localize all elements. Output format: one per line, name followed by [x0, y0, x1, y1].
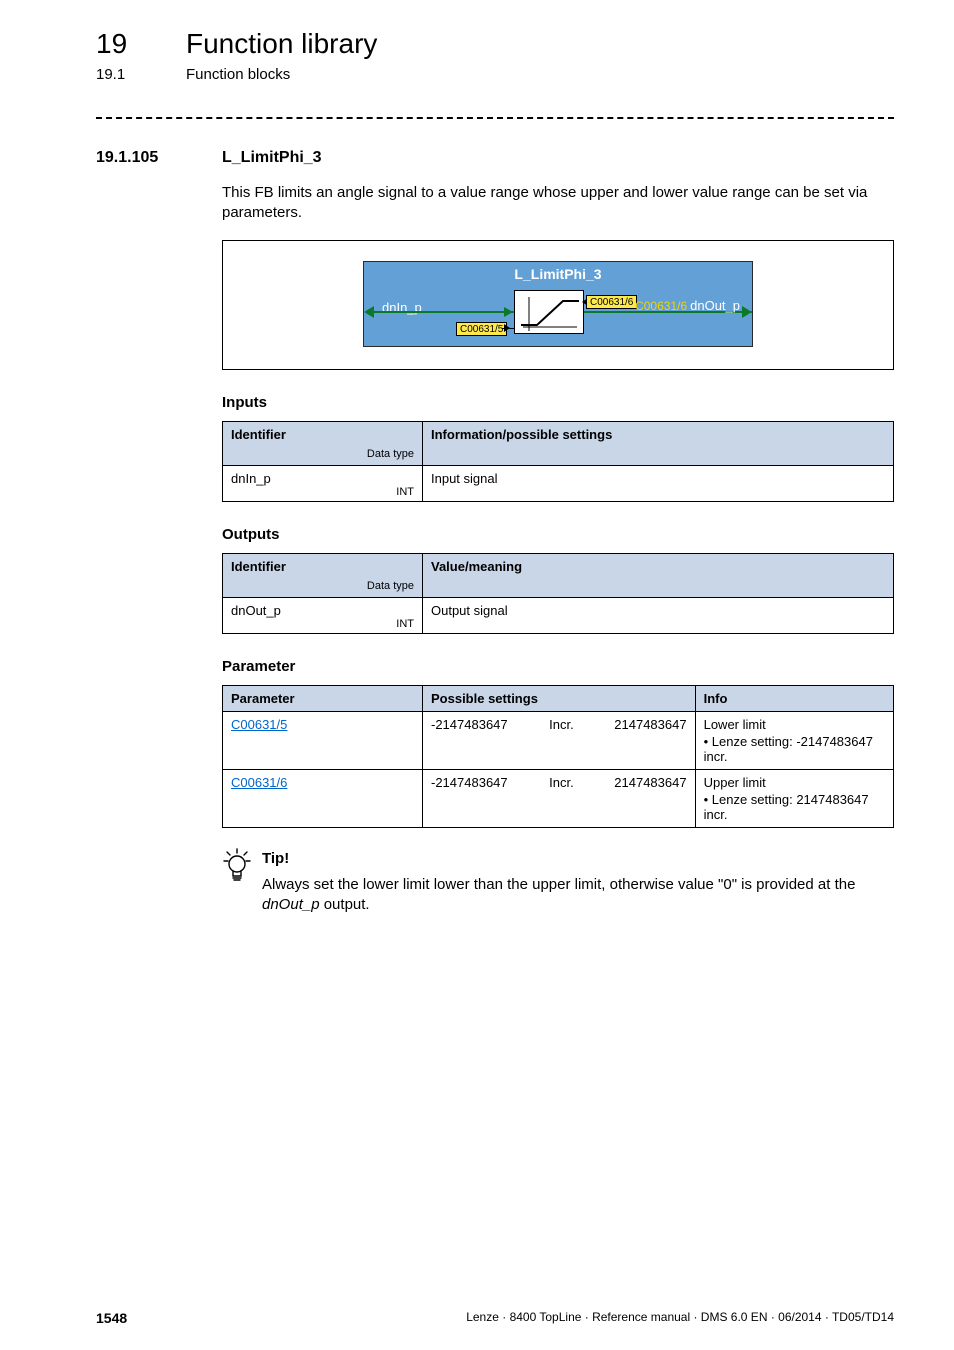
col-datatype-label: Data type [231, 580, 414, 592]
table-row: C00631/6 -2147483647 Incr. 2147483647 Up… [223, 769, 894, 827]
cell-max: 2147483647 [586, 711, 695, 769]
inputs-heading: Inputs [222, 394, 894, 411]
page-footer: 1548 Lenze · 8400 TopLine · Reference ma… [96, 1310, 894, 1326]
chapter-line: 19 Function library [96, 28, 954, 60]
section-title: Function blocks [186, 66, 290, 83]
tip-text-post: output. [320, 896, 370, 913]
cell-min: -2147483647 [423, 711, 537, 769]
parameter-heading: Parameter [222, 658, 894, 675]
col-info: Information/possible settings [423, 421, 894, 465]
block-diagram: L_LimitPhi_3 dnIn_p C00631/6 [363, 261, 753, 347]
table-header-row: Identifier Data type Information/possibl… [223, 421, 894, 465]
footer-text: Lenze · 8400 TopLine · Reference manual … [466, 1310, 894, 1326]
lightbulb-icon [222, 848, 252, 889]
heading-3-number: 19.1.105 [96, 149, 222, 167]
col-parameter: Parameter [223, 685, 423, 711]
table-header-row: Identifier Data type Value/meaning [223, 553, 894, 597]
cell-info: Upper limit • Lenze setting: 2147483647 … [695, 769, 893, 827]
col-identifier: Identifier Data type [223, 421, 423, 465]
table-row: dnIn_p INT Input signal [223, 465, 894, 501]
col-info: Info [695, 685, 893, 711]
info-title: Upper limit [704, 775, 766, 790]
diagram-title: L_LimitPhi_3 [514, 266, 601, 282]
heading-3-title: L_LimitPhi_3 [222, 149, 322, 167]
tip-body: Tip! Always set the lower limit lower th… [262, 850, 894, 916]
param-pill-upper: C00631/6 [586, 295, 637, 309]
cell-info: Input signal [423, 465, 894, 501]
identifier-datatype: INT [223, 618, 422, 633]
diagram-output: C00631/6dnOut_p [635, 298, 740, 313]
info-sub: • Lenze setting: -2147483647 incr. [704, 734, 885, 764]
col-identifier-label: Identifier [231, 427, 414, 442]
param-pill-lower: C00631/5 [456, 322, 507, 336]
page-header: 19 Function library 19.1 Function blocks [0, 0, 954, 83]
col-datatype-label: Data type [231, 448, 414, 460]
identifier-name: dnOut_p [223, 598, 422, 618]
arrow-right-small-icon [504, 324, 510, 332]
arrow-left-icon [364, 306, 374, 318]
diagram-frame: L_LimitPhi_3 dnIn_p C00631/6 [222, 240, 894, 370]
cell-identifier: dnOut_p INT [223, 597, 423, 633]
info-sub: • Lenze setting: 2147483647 incr. [704, 792, 885, 822]
page-number: 1548 [96, 1310, 127, 1326]
arrow-into-box-icon [504, 307, 513, 317]
tip-text: Always set the lower limit lower than th… [262, 875, 894, 916]
col-identifier: Identifier Data type [223, 553, 423, 597]
col-info: Value/meaning [423, 553, 894, 597]
table-header-row: Parameter Possible settings Info [223, 685, 894, 711]
table-row: C00631/5 -2147483647 Incr. 2147483647 Lo… [223, 711, 894, 769]
identifier-name: dnIn_p [223, 466, 422, 486]
dashed-rule [96, 117, 894, 119]
cell-info: Output signal [423, 597, 894, 633]
tip-text-pre: Always set the lower limit lower than th… [262, 876, 855, 893]
tip-text-ital: dnOut_p [262, 896, 320, 913]
tip-title: Tip! [262, 850, 894, 867]
tip-block: Tip! Always set the lower limit lower th… [222, 850, 894, 916]
param-link[interactable]: C00631/6 [231, 775, 287, 790]
content: 19.1.105 L_LimitPhi_3 This FB limits an … [0, 149, 954, 915]
parameter-table: Parameter Possible settings Info C00631/… [222, 685, 894, 828]
identifier-datatype: INT [223, 486, 422, 501]
cell-step: Incr. [537, 711, 587, 769]
diagram-output-label: dnOut_p [690, 298, 740, 313]
outputs-table: Identifier Data type Value/meaning dnOut… [222, 553, 894, 634]
cell-parameter: C00631/6 [223, 769, 423, 827]
cell-step: Incr. [537, 769, 587, 827]
intro-paragraph: This FB limits an angle signal to a valu… [222, 183, 894, 224]
cell-min: -2147483647 [423, 769, 537, 827]
arrow-right-icon [742, 306, 752, 318]
wire-in [374, 311, 514, 313]
page: 19 Function library 19.1 Function blocks… [0, 0, 954, 1350]
info-title: Lower limit [704, 717, 766, 732]
section-number: 19.1 [96, 66, 186, 83]
col-possible-settings: Possible settings [423, 685, 696, 711]
col-identifier-label: Identifier [231, 559, 414, 574]
cell-identifier: dnIn_p INT [223, 465, 423, 501]
chapter-number: 19 [96, 28, 186, 60]
table-row: dnOut_p INT Output signal [223, 597, 894, 633]
limiter-symbol [514, 290, 584, 334]
cell-info: Lower limit • Lenze setting: -2147483647… [695, 711, 893, 769]
cell-parameter: C00631/5 [223, 711, 423, 769]
chapter-title: Function library [186, 28, 377, 60]
cell-max: 2147483647 [586, 769, 695, 827]
inputs-table: Identifier Data type Information/possibl… [222, 421, 894, 502]
body: This FB limits an angle signal to a valu… [222, 183, 894, 915]
diagram-output-code: C00631/6 [635, 299, 687, 313]
param-link[interactable]: C00631/5 [231, 717, 287, 732]
outputs-heading: Outputs [222, 526, 894, 543]
section-line: 19.1 Function blocks [96, 66, 954, 83]
heading-3: 19.1.105 L_LimitPhi_3 [96, 149, 894, 167]
